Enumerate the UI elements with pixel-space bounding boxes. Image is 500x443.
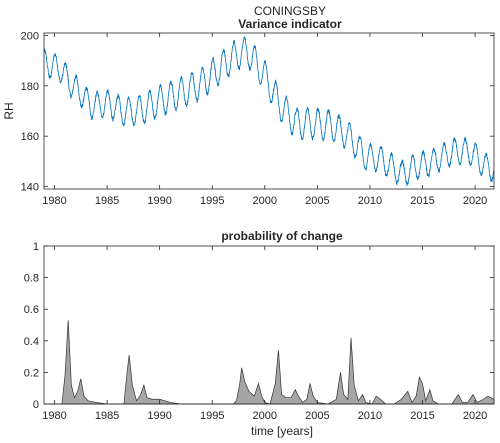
x-axis-label: time [years]	[251, 424, 313, 438]
y-tick-label: 0.4	[24, 336, 39, 348]
y-tick-label: 140	[21, 181, 39, 193]
x-tick-label: 2005	[305, 410, 329, 422]
line-series	[43, 36, 495, 187]
y-tick-label: 1	[33, 241, 39, 253]
x-tick-label: 1985	[95, 195, 119, 207]
y-tick-label: 180	[21, 81, 39, 93]
y-tick-label: 0	[33, 399, 39, 411]
figure-title: CONINGSBY	[254, 4, 326, 18]
x-tick-label: 2005	[305, 195, 329, 207]
chart-title: probability of change	[221, 229, 343, 243]
x-tick-label: 1980	[42, 410, 66, 422]
y-tick-label: 200	[21, 31, 39, 43]
x-tick-label: 2000	[253, 195, 277, 207]
x-tick-label: 2010	[358, 195, 382, 207]
area-series	[44, 320, 495, 405]
x-tick-label: 1990	[147, 195, 171, 207]
x-tick-label: 2000	[253, 410, 277, 422]
x-tick-label: 2020	[463, 410, 487, 422]
area-fill	[44, 320, 495, 405]
y-tick-label: 0.6	[24, 304, 39, 316]
y-tick-label: 0.8	[24, 273, 39, 285]
x-tick-label: 2010	[358, 410, 382, 422]
plot-frame	[43, 32, 495, 190]
x-tick-label: 1995	[200, 410, 224, 422]
series-line	[43, 36, 495, 187]
x-tick-label: 1980	[42, 195, 66, 207]
y-tick-label: 160	[21, 131, 39, 143]
variance-indicator-chart: Variance indicator RH 1980 1985 1990 1995 20…	[2, 17, 495, 207]
axis-ticks: 1980 1985 1990 1995 2000 2005 2010 2015 2020 0 0.2…	[24, 241, 494, 422]
probability-of-change-chart: probability of change time [years] 1980 1…	[24, 229, 495, 438]
x-tick-label: 2020	[463, 195, 487, 207]
y-axis-label: RH	[2, 102, 16, 119]
axis-ticks: 1980 1985 1990 1995 2000 2005 2010 2015 2020 140 1…	[21, 31, 494, 207]
x-tick-label: 2015	[410, 410, 434, 422]
x-tick-label: 1995	[200, 195, 224, 207]
x-tick-label: 1985	[95, 410, 119, 422]
x-tick-label: 2015	[410, 195, 434, 207]
x-tick-label: 1990	[147, 410, 171, 422]
chart-title: Variance indicator	[238, 17, 342, 31]
y-tick-label: 0.2	[24, 367, 39, 379]
plot-frame	[43, 245, 495, 405]
